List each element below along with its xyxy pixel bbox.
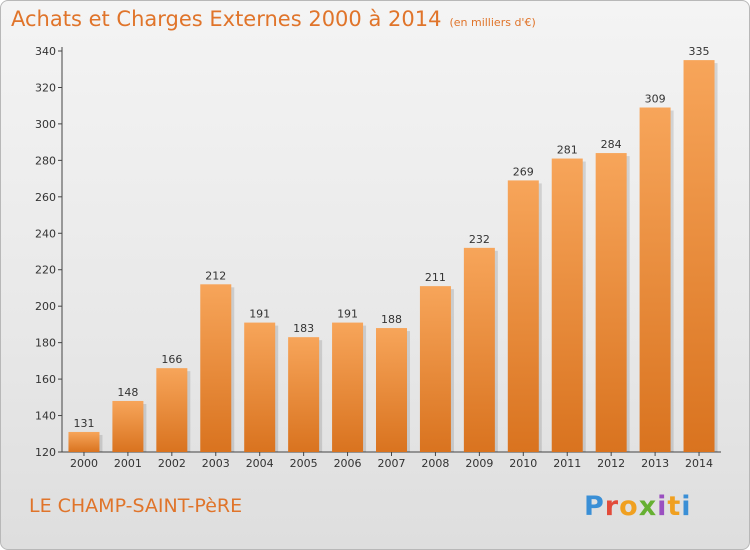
logo-letter: i <box>657 491 668 522</box>
bar <box>332 322 364 452</box>
y-tick-label: 160 <box>35 373 56 386</box>
data-labels: 131 148 166 212 191 183 191 188 211 232 269 281 284 3… <box>73 45 709 430</box>
bar-value-label: 191 <box>249 308 270 321</box>
axes: 120 140 160 180 200 220 240 260 280 300 320 340 2000… <box>35 45 721 470</box>
x-tick-label: 2000 <box>70 457 98 470</box>
x-tick-label: 2009 <box>465 457 493 470</box>
bar <box>683 60 715 452</box>
x-tick-label: 2001 <box>114 457 142 470</box>
logo-letter: r <box>604 491 620 522</box>
x-tick-label: 2007 <box>378 457 406 470</box>
bar-value-label: 335 <box>689 45 710 58</box>
bar-value-label: 191 <box>337 308 358 321</box>
x-tick-label: 2013 <box>641 457 669 470</box>
logo-letter: x <box>638 491 658 522</box>
x-tick-label: 2008 <box>421 457 449 470</box>
bar <box>551 158 583 453</box>
bar <box>463 247 495 452</box>
chart-title: Achats et Charges Externes 2000 à 2014 <box>11 7 442 31</box>
y-tick-label: 240 <box>35 227 56 240</box>
bar <box>507 180 539 452</box>
x-tick-label: 2002 <box>158 457 186 470</box>
y-tick-label: 340 <box>35 45 56 58</box>
x-tick-label: 2014 <box>685 457 713 470</box>
bar-value-label: 309 <box>645 93 666 106</box>
bar <box>68 431 100 452</box>
bar-value-label: 212 <box>205 269 226 282</box>
logo-letter: o <box>619 491 639 522</box>
bar-value-label: 131 <box>73 417 94 430</box>
logo-letter: i <box>681 491 692 522</box>
x-tick-label: 2010 <box>509 457 537 470</box>
x-tick-label: 2011 <box>553 457 581 470</box>
bar <box>419 286 451 452</box>
y-tick-label: 140 <box>35 410 56 423</box>
x-tick-label: 2004 <box>246 457 274 470</box>
bar <box>595 153 627 452</box>
bar-value-label: 166 <box>161 353 182 366</box>
y-tick-label: 180 <box>35 337 56 350</box>
bar-value-label: 269 <box>513 165 534 178</box>
bar <box>376 328 407 452</box>
bar-value-label: 281 <box>557 144 578 157</box>
logo-letter: t <box>667 491 682 522</box>
y-tick-label: 200 <box>35 300 56 313</box>
y-tick-label: 280 <box>35 154 56 167</box>
x-tick-label: 2003 <box>202 457 230 470</box>
logo-letter: P <box>584 491 605 522</box>
commune-name: LE CHAMP-SAINT-PèRE <box>29 495 243 517</box>
bar-value-label: 188 <box>381 313 402 326</box>
bar <box>200 284 232 452</box>
x-tick-label: 2006 <box>334 457 362 470</box>
bar-value-label: 232 <box>469 233 490 246</box>
bar <box>112 400 144 452</box>
bar-value-label: 284 <box>601 138 622 151</box>
y-tick-label: 260 <box>35 191 56 204</box>
bars <box>68 60 718 453</box>
bar-value-label: 148 <box>117 386 138 399</box>
y-tick-label: 220 <box>35 264 56 277</box>
title-line: Achats et Charges Externes 2000 à 2014 (e… <box>11 7 536 31</box>
chart-subtitle: (en milliers d'€) <box>449 16 536 29</box>
y-tick-label: 120 <box>35 446 56 459</box>
y-tick-label: 320 <box>35 81 56 94</box>
bar-value-label: 183 <box>293 322 314 335</box>
bar <box>288 337 320 452</box>
bar-value-label: 211 <box>425 271 446 284</box>
y-tick-label: 300 <box>35 118 56 131</box>
bar <box>156 368 188 452</box>
x-tick-label: 2005 <box>290 457 318 470</box>
bar <box>639 107 671 452</box>
proxiti-logo: Proxiti <box>584 491 692 522</box>
bar <box>244 322 276 452</box>
x-tick-label: 2012 <box>597 457 625 470</box>
